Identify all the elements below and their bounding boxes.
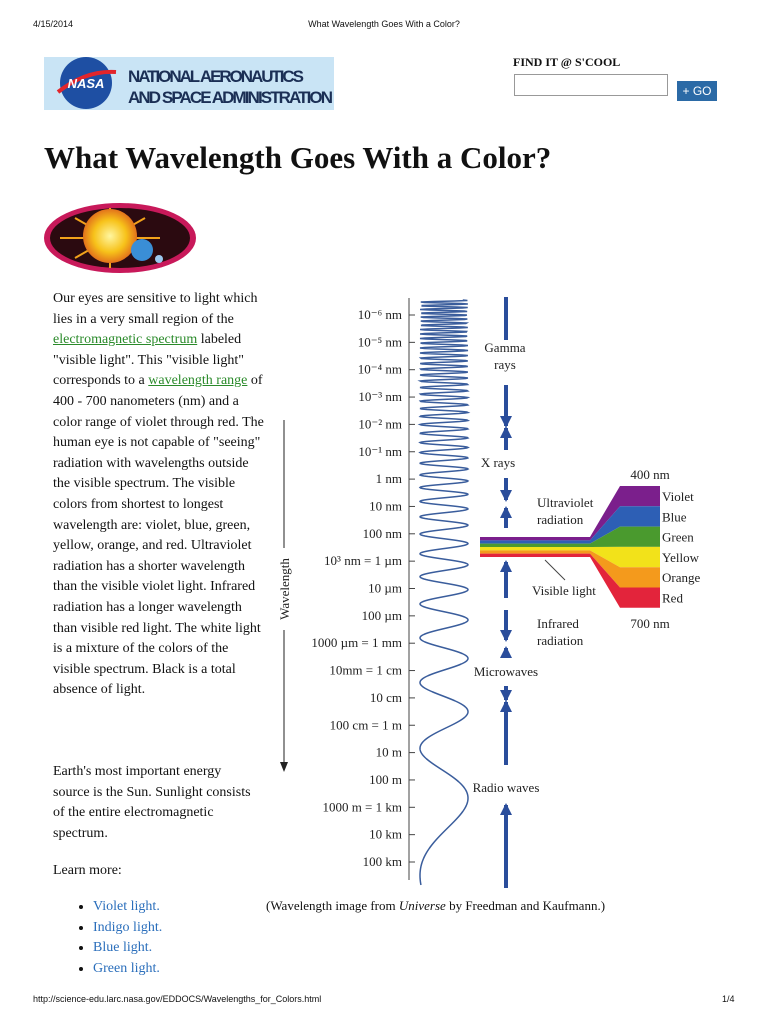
logo-line: AND SPACE ADMINISTRATION: [128, 88, 333, 107]
region-label: Visible light: [532, 583, 596, 598]
tick-label: 1000 m = 1 km: [322, 799, 402, 814]
tick-label: 10⁻² nm: [358, 416, 402, 431]
region-label: X rays: [481, 455, 515, 470]
color-label: Orange: [662, 570, 700, 585]
tick-label: 10⁻³ nm: [358, 389, 402, 404]
text: Universe: [398, 898, 446, 913]
region-label: Gamma: [484, 340, 525, 355]
nasa-emblem: [60, 57, 112, 109]
link[interactable]: wavelength range: [148, 373, 248, 389]
caption: (Wavelength image from Universe by Freed…: [266, 898, 605, 914]
arrowhead: [500, 803, 512, 815]
region-label: radiation: [537, 512, 584, 527]
print-title: What Wavelength Goes With a Color?: [308, 19, 460, 29]
print-date: 4/15/2014: [33, 19, 74, 29]
search-label: FIND IT @ S'COOL: [513, 55, 621, 69]
list-item: Violet light.: [93, 897, 162, 918]
color-label: Green: [662, 530, 694, 545]
tick-label: 10⁻⁵ nm: [358, 334, 402, 349]
footer-url: http://science-edu.larc.nasa.gov/EDDOCS/…: [33, 994, 322, 1004]
spectrum-band: [480, 550, 660, 588]
tick-label: 10 km: [369, 827, 402, 842]
text: labeled "visible light". This "visible l…: [53, 332, 244, 389]
region-label: rays: [494, 357, 516, 372]
tick-label: 10mm = 1 cm: [329, 663, 402, 678]
spectrum-band: [480, 506, 660, 544]
axis-label-bg: [276, 548, 292, 630]
wave: [417, 299, 471, 886]
list-item: Blue light.: [93, 938, 162, 959]
spectrum-band: [480, 546, 660, 568]
link-list: Violet light. Indigo light. Blue light. …: [53, 897, 162, 979]
spectrum-band: [480, 553, 660, 608]
tick-label: 10⁻¹ nm: [358, 444, 402, 459]
intro: Our eyes are sensitive to light which li…: [53, 289, 265, 701]
color-label: Yellow: [662, 550, 700, 565]
arrowhead: [500, 560, 512, 572]
color-label: Blue: [662, 509, 687, 524]
arrowhead: [500, 506, 512, 518]
tick-label: 100 nm: [363, 526, 402, 541]
arrowhead: [280, 762, 288, 772]
spectrum-band: [480, 486, 660, 541]
sun: [83, 209, 137, 263]
tick-label: 100 m: [369, 772, 402, 787]
arrowhead: [500, 690, 512, 702]
learn-more: Learn more:: [53, 863, 122, 878]
list-item: Green light.: [93, 959, 162, 980]
link[interactable]: Green light.: [93, 960, 160, 976]
text: Our eyes are sensitive to light which li…: [53, 291, 258, 327]
text: of 400 - 700 nanometers (nm) and a color…: [53, 373, 264, 698]
tick-label: 100 cm = 1 m: [330, 717, 402, 732]
text: (Wavelength image from: [266, 898, 399, 913]
emblem-text: NASA: [68, 76, 105, 91]
logo-line: NATIONAL AERONAUTICS: [128, 67, 304, 86]
link[interactable]: Violet light.: [93, 899, 160, 914]
tick-label: 1 nm: [376, 471, 402, 486]
range-label: 400 nm: [630, 467, 669, 482]
spectrum-band: [480, 526, 660, 547]
link[interactable]: Blue light.: [93, 940, 153, 956]
region-label: radiation: [537, 633, 584, 648]
search-input[interactable]: [514, 74, 668, 96]
tick-label: 100 km: [363, 854, 402, 869]
arrowhead: [500, 700, 512, 712]
arrowhead: [500, 416, 512, 428]
tick-label: 10 m: [376, 745, 402, 760]
tick-label: 10 µm: [368, 581, 402, 596]
tick-label: 10 cm: [370, 690, 402, 705]
emblem-swoosh: [56, 69, 117, 94]
axis-label: Wavelength: [277, 558, 292, 620]
arrowhead: [500, 426, 512, 438]
tick-label: 1000 µm = 1 mm: [311, 635, 402, 650]
page-number: 1/4: [722, 994, 735, 1004]
color-label: Red: [662, 591, 683, 606]
tick-label: 10 nm: [369, 498, 402, 513]
region-label: Radio waves: [473, 780, 540, 795]
region-label: Microwaves: [474, 664, 538, 679]
arrowhead: [500, 630, 512, 642]
tick-label: 10⁻⁶ nm: [358, 307, 402, 322]
visible-pointer: [544, 559, 566, 581]
go-button[interactable]: + GO: [677, 81, 717, 101]
heading: What Wavelength Goes With a Color?: [44, 140, 552, 175]
text: by Freedman and Kaufmann.): [445, 898, 606, 913]
list-item: Indigo light.: [93, 918, 162, 939]
link[interactable]: electromagnetic spectrum: [53, 332, 198, 348]
moon: [155, 255, 163, 263]
tick-label: 10³ nm = 1 µm: [324, 553, 402, 568]
link[interactable]: Indigo light.: [93, 919, 163, 935]
sun-text: Earth's most important energy source is …: [53, 764, 251, 841]
arrowhead: [500, 490, 512, 502]
region-label: Infrared: [537, 616, 579, 631]
tick-label: 10⁻⁴ nm: [358, 362, 402, 377]
region-label: Ultraviolet: [537, 495, 594, 510]
tick-label: 100 µm: [362, 608, 402, 623]
arrowhead: [500, 646, 512, 658]
color-label: Violet: [662, 489, 694, 504]
range-label: 700 nm: [630, 616, 669, 631]
planet: [131, 239, 153, 261]
